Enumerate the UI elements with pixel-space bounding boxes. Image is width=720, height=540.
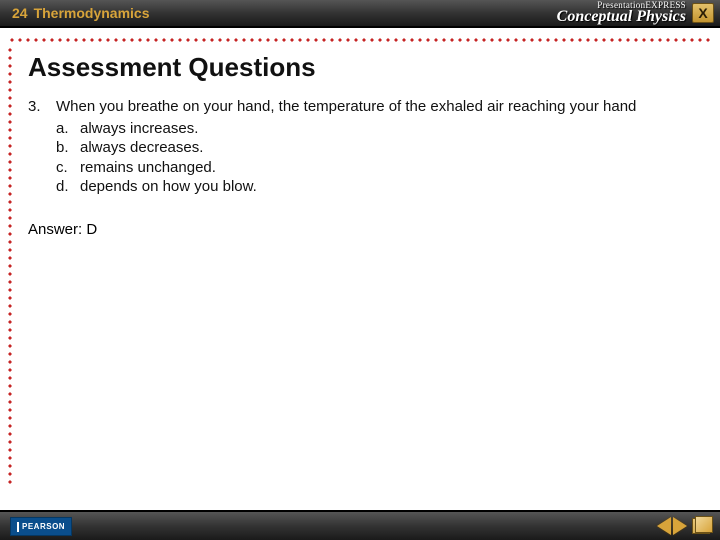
option-letter: b. [56, 138, 80, 158]
chapter-title: Thermodynamics [34, 5, 150, 21]
next-button[interactable] [673, 517, 687, 535]
pages-button[interactable] [692, 518, 710, 534]
decorative-dots-top [8, 38, 712, 42]
question-body: When you breathe on your hand, the tempe… [56, 97, 700, 197]
option-b: b. always decreases. [56, 138, 700, 158]
publisher-badge: PEARSON [10, 517, 72, 536]
option-text: always decreases. [80, 138, 203, 158]
publisher-bar-icon [17, 522, 19, 532]
option-text: always increases. [80, 119, 198, 139]
publisher-text: PEARSON [22, 522, 65, 531]
options-list: a. always increases. b. always decreases… [56, 119, 700, 197]
option-text: remains unchanged. [80, 158, 216, 178]
option-letter: a. [56, 119, 80, 139]
option-letter: c. [56, 158, 80, 178]
option-c: c. remains unchanged. [56, 158, 700, 178]
chapter-label: 24 Thermodynamics [12, 5, 150, 21]
option-d: d. depends on how you blow. [56, 177, 700, 197]
decorative-dots-left [8, 46, 12, 484]
answer-label: Answer: D [28, 221, 700, 238]
question-row: 3. When you breathe on your hand, the te… [28, 97, 700, 197]
header-right: PresentationEXPRESS Conceptual Physics X [557, 0, 714, 26]
option-letter: d. [56, 177, 80, 197]
nav-buttons [657, 517, 710, 535]
question-number: 3. [28, 97, 56, 197]
brand-block: PresentationEXPRESS Conceptual Physics [557, 0, 686, 26]
option-a: a. always increases. [56, 119, 700, 139]
header-bar: 24 Thermodynamics PresentationEXPRESS Co… [0, 0, 720, 28]
content-area: Assessment Questions 3. When you breathe… [28, 52, 700, 238]
question-text: When you breathe on your hand, the tempe… [56, 98, 636, 115]
chapter-number: 24 [12, 5, 28, 21]
footer-bar: PEARSON [0, 510, 720, 540]
close-icon: X [698, 5, 707, 21]
close-button[interactable]: X [692, 3, 714, 23]
page-title: Assessment Questions [28, 52, 700, 83]
brand-main: Conceptual Physics [557, 8, 686, 25]
option-text: depends on how you blow. [80, 177, 257, 197]
prev-button[interactable] [657, 517, 671, 535]
